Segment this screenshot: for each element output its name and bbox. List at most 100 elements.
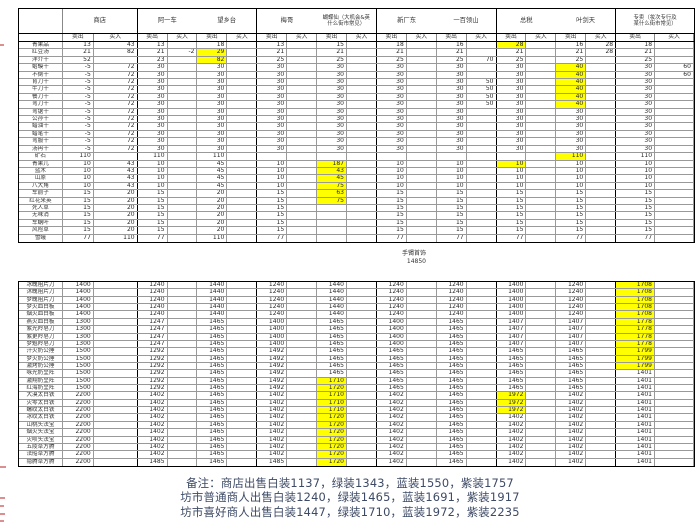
cell[interactable]	[347, 153, 377, 160]
cell[interactable]: 30	[197, 64, 228, 71]
cell[interactable]	[526, 227, 557, 234]
cell[interactable]: 10	[377, 167, 407, 175]
cell[interactable]	[655, 93, 694, 101]
cell[interactable]	[586, 289, 617, 296]
cell[interactable]: 15	[257, 204, 288, 212]
cell[interactable]	[655, 182, 694, 190]
cell[interactable]	[526, 86, 557, 93]
cell[interactable]: 15	[616, 212, 656, 219]
cell[interactable]	[526, 42, 557, 49]
cell[interactable]	[467, 377, 497, 385]
cell[interactable]	[317, 204, 347, 212]
cell[interactable]: 30	[556, 123, 587, 130]
cell[interactable]: 1402	[257, 392, 288, 399]
cell[interactable]	[655, 167, 694, 175]
row-label-cell[interactable]: 青果品	[19, 42, 63, 49]
cell[interactable]: 30	[437, 116, 467, 123]
cell[interactable]	[347, 190, 377, 197]
cell[interactable]	[287, 385, 318, 392]
cell[interactable]: 1440	[317, 304, 347, 311]
row-label-cell[interactable]: 冰魄阻片刀	[19, 282, 63, 289]
cell[interactable]: 30	[377, 145, 407, 153]
cell[interactable]: 21	[437, 49, 467, 56]
cell[interactable]	[377, 153, 407, 160]
cell[interactable]	[168, 414, 198, 421]
cell[interactable]: 30	[138, 123, 168, 130]
cell[interactable]: 30	[437, 138, 467, 145]
cell[interactable]	[526, 167, 557, 175]
cell[interactable]	[168, 340, 198, 348]
subheader-cell[interactable]: 买入	[407, 34, 437, 41]
cell[interactable]: 1778	[616, 318, 656, 326]
cell[interactable]: 10	[496, 160, 527, 167]
cell[interactable]: 10	[556, 175, 587, 182]
cell[interactable]: 30	[317, 116, 347, 123]
cell[interactable]: 1402	[138, 399, 168, 407]
cell[interactable]: 2200	[63, 421, 94, 429]
cell[interactable]	[94, 362, 138, 370]
cell[interactable]: 29	[197, 49, 228, 56]
cell[interactable]: 1465	[317, 340, 347, 348]
cell[interactable]: 30	[616, 71, 656, 79]
cell[interactable]: 30	[616, 138, 656, 145]
cell[interactable]: 40	[556, 64, 587, 71]
cell[interactable]	[655, 362, 694, 370]
cell[interactable]	[586, 79, 617, 86]
cell[interactable]: 30	[377, 116, 407, 123]
cell[interactable]	[287, 197, 318, 204]
cell[interactable]: 10	[437, 175, 467, 182]
cell[interactable]	[467, 348, 497, 355]
cell[interactable]: 187	[317, 160, 347, 167]
cell[interactable]	[227, 326, 258, 333]
cell[interactable]	[467, 355, 497, 362]
cell[interactable]: 1465	[197, 355, 228, 362]
cell[interactable]	[347, 130, 377, 138]
cell[interactable]	[287, 190, 318, 197]
row-label-cell[interactable]: 育刀十	[19, 79, 63, 86]
cell[interactable]: 1402	[377, 414, 407, 421]
cell[interactable]: 1465	[556, 385, 587, 392]
subheader-cell[interactable]: 卖出	[197, 34, 228, 41]
cell[interactable]: 45	[317, 175, 347, 182]
cell[interactable]: 2200	[63, 443, 94, 451]
cell[interactable]	[655, 355, 694, 362]
cell[interactable]	[586, 153, 617, 160]
cell[interactable]: -5	[63, 123, 94, 130]
cell[interactable]: 30	[377, 108, 407, 116]
cell[interactable]: 1400	[377, 340, 407, 348]
row-label-cell[interactable]: 蜡笔十	[19, 130, 63, 138]
cell[interactable]	[347, 370, 377, 377]
cell[interactable]	[407, 204, 437, 212]
cell[interactable]: 15	[556, 227, 587, 234]
cell[interactable]: -5	[63, 79, 94, 86]
cell[interactable]: 30	[138, 138, 168, 145]
row-label-cell[interactable]: 螺纹太白铁	[19, 407, 63, 414]
cell[interactable]	[526, 71, 557, 79]
cell[interactable]: 50	[467, 79, 497, 86]
cell[interactable]	[168, 42, 198, 49]
cell[interactable]: 15	[377, 227, 407, 234]
cell[interactable]: 30	[497, 71, 527, 79]
cell[interactable]: 1708	[616, 311, 656, 318]
cell[interactable]: 15	[317, 42, 347, 49]
cell[interactable]	[287, 93, 318, 101]
cell[interactable]: 1465	[497, 348, 527, 355]
cell[interactable]: 2200	[63, 407, 94, 414]
cell[interactable]: 30	[556, 108, 587, 116]
cell[interactable]	[227, 116, 258, 123]
cell[interactable]: 1465	[497, 377, 527, 385]
cell[interactable]: 28	[586, 49, 617, 56]
cell[interactable]: 1407	[556, 326, 587, 333]
cell[interactable]	[467, 421, 497, 429]
cell[interactable]: 15	[138, 227, 168, 234]
cell[interactable]	[655, 101, 694, 108]
subheader-cell[interactable]: 买入	[467, 34, 497, 41]
cell[interactable]	[586, 458, 617, 466]
cell[interactable]: 1465	[317, 326, 347, 333]
cell[interactable]: 1799	[616, 362, 656, 370]
cell[interactable]: 1402	[556, 407, 587, 414]
cell[interactable]: 25	[437, 56, 467, 64]
cell[interactable]: 1720	[317, 436, 347, 443]
cell[interactable]: 1465	[437, 333, 467, 340]
cell[interactable]	[407, 64, 437, 71]
